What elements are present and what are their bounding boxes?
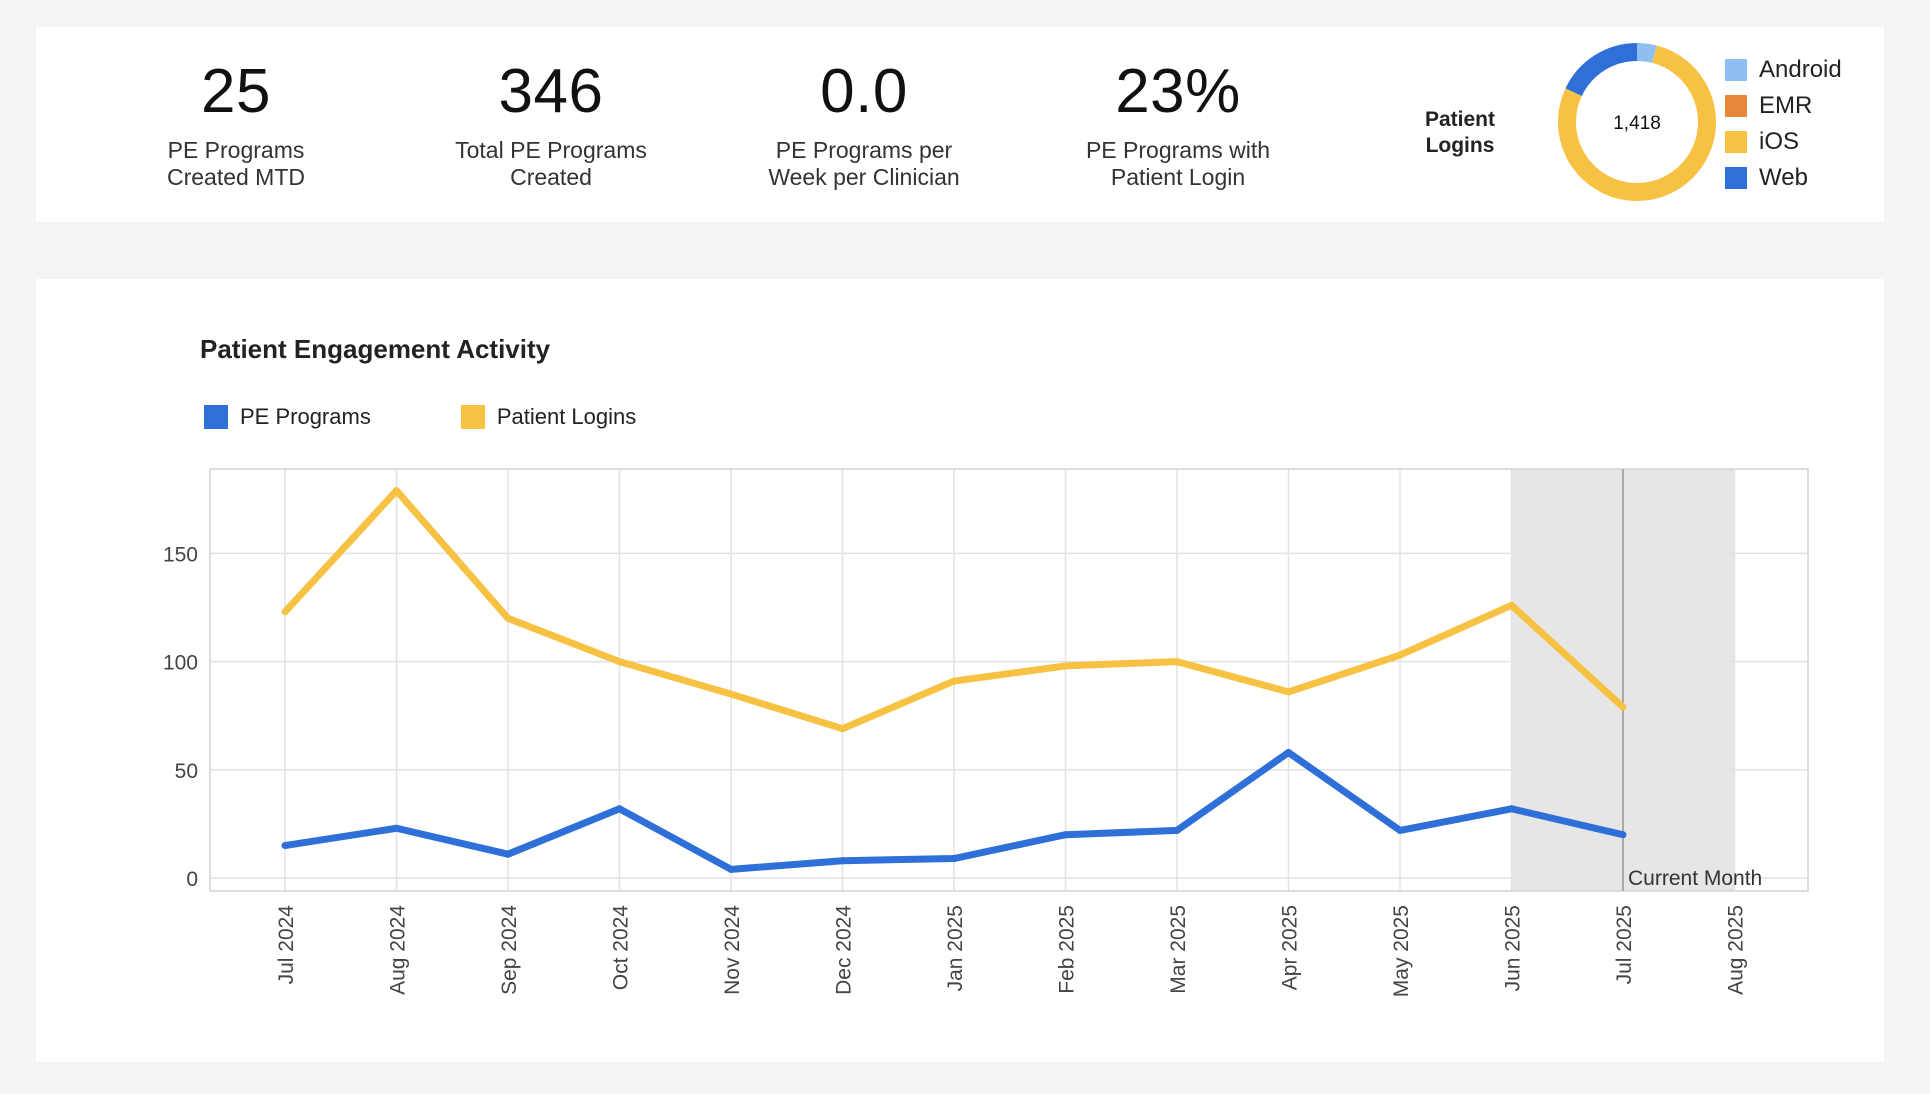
donut-slice-ios[interactable] (1558, 45, 1716, 201)
data-point[interactable] (950, 677, 958, 685)
legend-swatch (1725, 131, 1747, 153)
data-point[interactable] (504, 614, 512, 622)
data-point[interactable] (616, 805, 623, 813)
x-tick-label: Feb 2025 (1056, 905, 1079, 994)
chart-title: Patient Engagement Activity (200, 334, 551, 364)
kpi-value: 25 (201, 57, 271, 126)
x-tick-label: Aug 2025 (1725, 905, 1748, 995)
donut-title: Patient Logins (1400, 107, 1520, 159)
data-point[interactable] (1396, 826, 1404, 834)
x-tick-label: Sep 2024 (498, 905, 521, 995)
data-point[interactable] (1285, 688, 1292, 696)
kpi-programs-mtd: 25 PE Programs Created MTD (86, 61, 386, 191)
kpi-programs-per-week: 0.0 PE Programs per Week per Clinician (714, 61, 1014, 191)
legend-item-pe-programs[interactable]: PE Programs (204, 404, 371, 430)
data-point[interactable] (950, 855, 958, 863)
current-month-label: Current Month (1628, 867, 1762, 890)
kpi-label-line: PE Programs with (1085, 137, 1271, 163)
data-point[interactable] (1062, 831, 1069, 839)
x-tick-label: Dec 2024 (833, 905, 856, 995)
patient-logins-donut-widget: Patient Logins 1,418 Android EMR iOS Web (1400, 37, 1880, 212)
kpi-label-line: PE Programs (167, 137, 305, 163)
legend-label: Android (1759, 56, 1842, 83)
x-tick-label: Jul 2025 (1613, 905, 1636, 984)
kpi-value: 23% (1115, 57, 1241, 126)
donut-slice-web[interactable] (1565, 43, 1638, 97)
legend-swatch (1725, 95, 1747, 117)
data-point[interactable] (1396, 651, 1404, 659)
data-point[interactable] (1285, 748, 1292, 756)
data-point[interactable] (1173, 658, 1181, 666)
donut-slice-android[interactable] (1636, 43, 1657, 63)
legend-item-android[interactable]: Android (1725, 52, 1842, 88)
legend-swatch (460, 405, 485, 429)
legend-item-ios[interactable]: iOS (1725, 124, 1842, 160)
x-tick-label: Mar 2025 (1167, 905, 1190, 994)
kpi-value: 346 (498, 57, 604, 126)
line-chart[interactable]: 0 50 100 150 Jul 2024 Aug 2024 Sep 2024 Oct 202… (36, 279, 1884, 1062)
y-tick-label: 150 (163, 543, 198, 566)
donut-title-line: Logins (1425, 134, 1495, 157)
x-tick-label: Jul 2024 (275, 905, 298, 985)
x-tick-label: Aug 2024 (387, 905, 410, 995)
donut-chart[interactable]: 1,418 (1552, 37, 1722, 207)
donut-title-line: Patient (1424, 108, 1495, 131)
legend-swatch (1725, 167, 1747, 189)
y-tick-label: 0 (186, 868, 198, 891)
data-point[interactable] (1619, 831, 1627, 839)
data-point[interactable] (1619, 703, 1627, 711)
y-tick-label: 100 (163, 652, 198, 675)
x-tick-label: Jun 2025 (1502, 905, 1525, 991)
x-tick-label: Jan 2025 (944, 905, 967, 991)
data-point[interactable] (1062, 662, 1069, 670)
legend-label: Web (1759, 164, 1808, 191)
data-point[interactable] (1508, 601, 1515, 609)
data-point[interactable] (1173, 826, 1181, 834)
data-point[interactable] (839, 725, 846, 733)
data-point[interactable] (281, 608, 289, 616)
donut-center-label: 1,418 (1613, 113, 1661, 134)
kpi-value: 0.0 (820, 57, 908, 126)
kpi-label-line: Created MTD (166, 164, 306, 190)
donut-legend: Android EMR iOS Web (1725, 52, 1842, 196)
kpi-label: PE Programs per Week per Clinician (714, 137, 1014, 191)
legend-item-emr[interactable]: EMR (1725, 88, 1842, 124)
series-legend: PE Programs Patient Logins (204, 404, 726, 430)
data-point[interactable] (393, 824, 400, 832)
legend-item-web[interactable]: Web (1725, 160, 1842, 196)
kpi-label-line: Created (510, 164, 592, 190)
data-point[interactable] (1508, 805, 1515, 813)
data-point[interactable] (504, 850, 512, 858)
kpi-label: PE Programs with Patient Login (1028, 137, 1328, 191)
kpi-programs-with-login: 23% PE Programs with Patient Login (1028, 61, 1328, 191)
kpi-label-line: Total PE Programs (455, 137, 647, 163)
x-tick-label: May 2025 (1390, 905, 1413, 997)
data-point[interactable] (727, 690, 735, 698)
kpi-label: Total PE Programs Created (401, 137, 701, 191)
data-point[interactable] (839, 857, 846, 865)
kpi-label-line: PE Programs per (775, 137, 953, 163)
data-point[interactable] (393, 487, 400, 495)
engagement-chart-card: Patient Engagement Activity PE Programs … (36, 279, 1884, 1062)
legend-label: Patient Logins (496, 404, 637, 429)
legend-label: iOS (1759, 128, 1800, 155)
legend-swatch (1725, 59, 1747, 81)
x-tick-label: Apr 2025 (1279, 905, 1302, 990)
data-point[interactable] (281, 842, 289, 850)
kpi-label-line: Week per Clinician (768, 164, 960, 190)
kpi-total-programs: 346 Total PE Programs Created (401, 61, 701, 191)
x-tick-label: Oct 2024 (610, 905, 633, 991)
kpi-label: PE Programs Created MTD (86, 137, 386, 191)
kpi-card: 25 PE Programs Created MTD 346 Total PE … (36, 27, 1884, 222)
legend-item-patient-logins[interactable]: Patient Logins (460, 404, 637, 430)
legend-label: PE Programs (240, 404, 371, 429)
data-point[interactable] (616, 658, 623, 666)
legend-swatch (204, 405, 228, 429)
data-point[interactable] (727, 865, 735, 873)
plot-frame (209, 468, 1809, 892)
kpi-label-line: Patient Login (1110, 164, 1246, 190)
legend-label: EMR (1759, 92, 1813, 119)
y-tick-label: 50 (175, 760, 198, 783)
x-tick-label: Nov 2024 (721, 905, 744, 995)
